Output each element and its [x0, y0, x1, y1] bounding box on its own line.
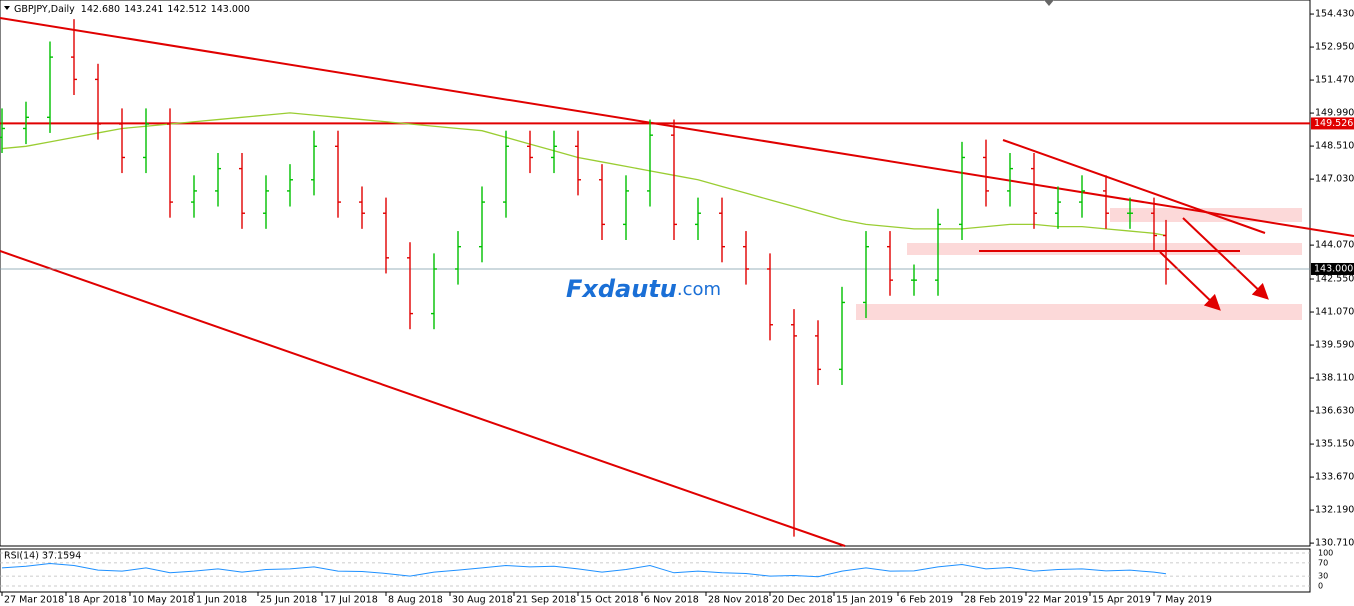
plot-frame [0, 0, 1311, 547]
y-tick-label: 139.590 [1315, 340, 1354, 351]
x-tick-label: 15 Oct 2018 [580, 595, 639, 606]
arrow [1182, 217, 1269, 300]
rsi-tick-label: 0 [1318, 582, 1323, 591]
rsi-line [1, 563, 1167, 578]
rsi-frame [0, 548, 1311, 593]
x-tick-label: 8 Aug 2018 [388, 595, 443, 606]
moving-average [1, 112, 1167, 237]
watermark-suffix: .com [677, 279, 721, 300]
rsi-label: RSI(14) 37.1594 [4, 551, 81, 562]
zone [1110, 208, 1302, 222]
x-tick-label: 15 Jan 2019 [836, 595, 893, 606]
x-tick-label: 10 May 2018 [132, 595, 194, 606]
x-tick-label: 28 Feb 2019 [964, 595, 1023, 606]
x-tick-label: 6 Feb 2019 [900, 595, 953, 606]
price-label-box [1311, 262, 1354, 275]
y-tick-label: 151.470 [1315, 75, 1354, 86]
x-tick-label: 17 Jul 2018 [324, 595, 378, 606]
x-tick-label: 30 Aug 2018 [452, 595, 513, 606]
symbol: GBPJPY,Daily [14, 4, 75, 15]
y-tick-label: 142.550 [1315, 274, 1354, 285]
x-tick-label: 28 Nov 2018 [708, 595, 769, 606]
y-tick-label: 132.190 [1315, 505, 1354, 516]
watermark-text: Fxdautu [566, 275, 677, 303]
x-tick-label: 27 Mar 2018 [4, 595, 64, 606]
y-tick-label: 135.150 [1315, 439, 1354, 450]
y-tick-label: 138.110 [1315, 373, 1354, 384]
zone [856, 304, 1302, 320]
y-tick-label: 144.070 [1315, 240, 1354, 251]
scroll-marker [1044, 0, 1054, 6]
header: GBPJPY,Daily 142.680 143.241 142.512 143.000 [14, 4, 250, 15]
y-tick-label: 130.710 [1315, 538, 1354, 549]
x-tick-label: 1 Jun 2018 [196, 595, 247, 606]
quote: 143.000 [211, 4, 250, 15]
quote: 143.241 [124, 4, 163, 15]
x-tick-label: 18 Apr 2018 [68, 595, 127, 606]
y-tick-label: 152.950 [1315, 42, 1354, 53]
y-tick-label: 133.670 [1315, 472, 1354, 483]
price-label: 149.526 [1314, 118, 1353, 129]
watermark: Fxdautu.com [566, 275, 721, 303]
rsi-tick-label: 100 [1318, 549, 1333, 558]
y-tick-label: 149.990 [1315, 108, 1354, 119]
y-tick-label: 141.070 [1315, 307, 1354, 318]
x-tick-label: 6 Nov 2018 [644, 595, 699, 606]
y-tick-label: 148.510 [1315, 141, 1354, 152]
x-tick-label: 7 May 2019 [1156, 595, 1212, 606]
zone [907, 243, 1302, 255]
arrow [1159, 251, 1221, 311]
trend-line [0, 17, 1354, 237]
rsi-tick-label: 30 [1318, 572, 1328, 581]
price-label: 143.000 [1314, 263, 1353, 274]
quote: 142.680 [81, 4, 120, 15]
trend-line [1002, 139, 1266, 234]
menu-icon [4, 6, 10, 10]
x-tick-label: 25 Jun 2018 [260, 595, 317, 606]
quote: 142.512 [167, 4, 206, 15]
x-tick-label: 15 Apr 2019 [1092, 595, 1151, 606]
x-tick-label: 22 Mar 2019 [1028, 595, 1088, 606]
y-tick-label: 136.630 [1315, 406, 1354, 417]
annotations [0, 17, 1354, 547]
rsi-tick-label: 70 [1318, 558, 1328, 567]
x-tick-label: 21 Sep 2018 [516, 595, 576, 606]
y-tick-label: 154.430 [1315, 9, 1354, 20]
trend-line [0, 250, 846, 547]
price-label-box [1311, 117, 1354, 130]
x-tick-label: 20 Dec 2018 [772, 595, 833, 606]
y-tick-label: 147.030 [1315, 174, 1354, 185]
